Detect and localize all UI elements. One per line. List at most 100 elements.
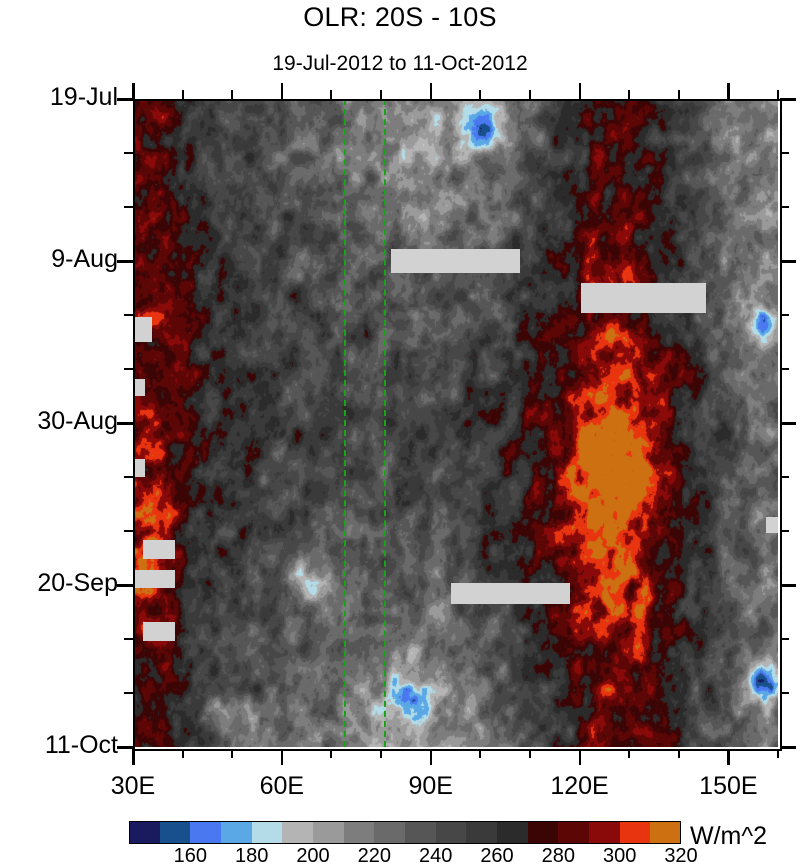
missing-data-block (765, 517, 778, 534)
colorbar-segment (343, 821, 375, 844)
y-tick-minor (780, 692, 789, 694)
x-tick-minor (479, 90, 482, 99)
y-tick-minor (780, 638, 789, 640)
y-tick-minor (124, 152, 133, 154)
page-subtitle: 19-Jul-2012 to 11-Oct-2012 (272, 52, 528, 75)
longitude-guide-line (383, 99, 386, 747)
colorbar-segment (558, 821, 590, 844)
colorbar-tick-label: 220 (357, 845, 392, 867)
y-tick-major (780, 746, 796, 749)
page-title: OLR: 20S - 10S (303, 2, 497, 32)
missing-data-block (391, 249, 520, 274)
x-tick-minor (777, 90, 779, 99)
y-axis-tick-label: 11-Oct (44, 731, 118, 759)
x-axis-tick-label: 150E (699, 772, 758, 800)
colorbar-segment (159, 821, 191, 844)
colorbar-segment (190, 821, 222, 844)
colorbar-segment (221, 821, 253, 844)
colorbar-segment (466, 821, 498, 844)
y-tick-minor (124, 314, 133, 316)
y-tick-major (117, 584, 133, 587)
missing-data-block (581, 283, 707, 313)
x-tick-minor (330, 90, 333, 99)
x-tick-minor (380, 749, 383, 758)
missing-data-block (133, 379, 146, 396)
y-tick-minor (124, 476, 133, 478)
x-tick-minor (528, 90, 531, 99)
y-tick-major (117, 260, 133, 263)
x-tick-major (578, 83, 582, 99)
y-tick-minor (124, 530, 133, 532)
y-tick-minor (124, 638, 133, 640)
missing-data-block (142, 540, 176, 559)
x-axis-tick-label: 30E (110, 772, 156, 800)
x-tick-major (429, 749, 433, 765)
x-tick-minor (777, 749, 779, 758)
x-tick-minor (479, 749, 482, 758)
colorbar-tick-label: 240 (418, 845, 453, 867)
x-tick-major (727, 749, 730, 765)
colorbar-segment (435, 821, 467, 844)
colorbar-segment (527, 821, 559, 844)
x-tick-minor (181, 90, 184, 99)
y-axis-tick-label: 20-Sep (37, 569, 118, 597)
missing-data-block (450, 583, 570, 604)
y-tick-minor (124, 692, 133, 694)
y-tick-major (117, 98, 133, 101)
x-axis-tick-label: 60E (259, 772, 305, 800)
longitude-guide-line (343, 99, 346, 747)
colorbar-tick-label: 320 (664, 845, 698, 867)
x-tick-minor (677, 90, 680, 99)
colorbar-tick-label: 260 (480, 845, 514, 867)
x-tick-minor (528, 749, 531, 758)
x-tick-minor (628, 90, 631, 99)
colorbar-tick-label: 160 (173, 845, 208, 867)
y-axis-tick-label: 30-Aug (37, 407, 118, 435)
y-tick-major (780, 422, 796, 425)
x-axis-tick-label: 90E (408, 772, 453, 800)
y-tick-minor (780, 530, 789, 532)
y-tick-minor (780, 476, 789, 478)
colorbar (129, 821, 682, 844)
x-tick-major (280, 749, 284, 765)
x-tick-major (429, 83, 433, 99)
x-tick-major (578, 749, 582, 765)
colorbar-tick-label: 180 (234, 845, 269, 867)
x-tick-minor (380, 90, 383, 99)
colorbar-units: W/m^2 (690, 822, 768, 850)
colorbar-tick-label: 200 (296, 845, 330, 867)
missing-data-block (133, 317, 153, 342)
y-tick-minor (780, 368, 789, 370)
colorbar-segment (650, 821, 682, 844)
colorbar-segment (589, 821, 621, 844)
x-tick-minor (330, 749, 333, 758)
y-axis-tick-label: 9-Aug (51, 245, 118, 273)
x-tick-minor (231, 90, 234, 99)
y-tick-minor (780, 152, 789, 154)
colorbar-segment (313, 821, 345, 844)
y-tick-minor (780, 206, 789, 208)
x-tick-major (132, 83, 135, 99)
y-tick-minor (780, 314, 789, 316)
x-tick-minor (628, 749, 631, 758)
x-tick-major (132, 749, 135, 765)
y-tick-major (117, 422, 133, 425)
x-tick-minor (677, 749, 680, 758)
y-tick-major (780, 98, 796, 101)
colorbar-segment (251, 821, 283, 844)
missing-data-block (142, 622, 176, 641)
colorbar-segment (129, 821, 161, 844)
missing-data-block (133, 459, 146, 477)
colorbar-segment (619, 821, 651, 844)
colorbar-tick-label: 300 (602, 845, 637, 867)
y-tick-major (780, 584, 796, 587)
colorbar-segment (405, 821, 437, 844)
colorbar-segment (374, 821, 406, 844)
x-axis-tick-label: 120E (550, 772, 609, 800)
olr-field-canvas (133, 99, 778, 747)
colorbar-segment (282, 821, 314, 844)
y-tick-minor (124, 206, 133, 208)
x-tick-major (727, 83, 730, 99)
x-tick-minor (231, 749, 234, 758)
colorbar-tick-label: 280 (541, 845, 576, 867)
